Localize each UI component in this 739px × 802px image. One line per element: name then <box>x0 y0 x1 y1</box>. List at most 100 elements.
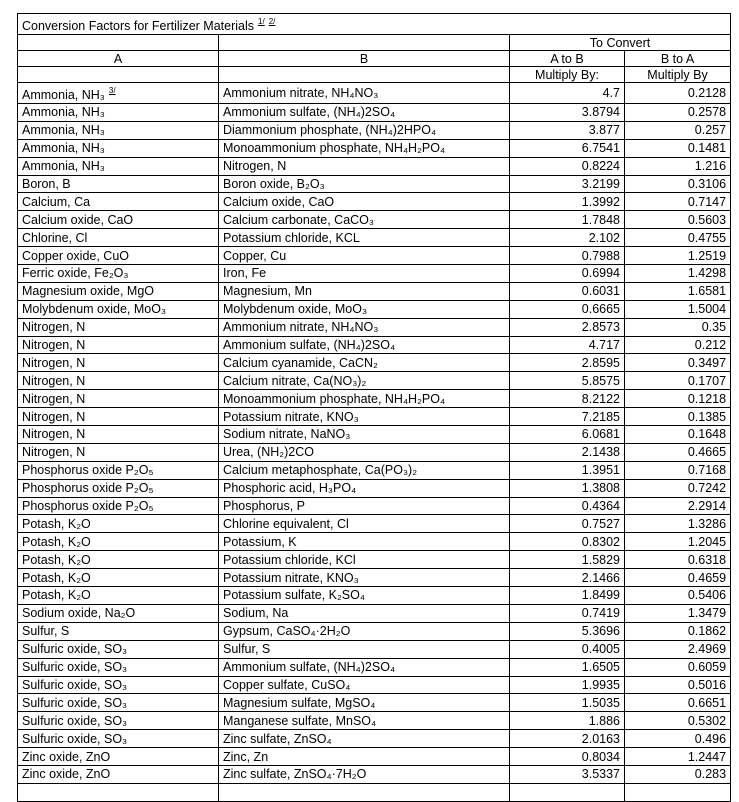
material-b: Calcium oxide, CaO <box>218 192 510 212</box>
material-b: Ammonium sulfate, (NH₄)2SO₄ <box>218 657 510 677</box>
table-row: Sulfuric oxide, SO₃ Magnesium sulfate, Mg… <box>17 693 732 713</box>
cell-a: Ammonia, NH₃ <box>17 156 219 176</box>
cell-a: Nitrogen, N <box>17 317 219 337</box>
table-title: Conversion Factors for Fertilizer Materi… <box>22 19 255 33</box>
table-row: Potash, K₂O Potassium, K 0.8302 1.2045 <box>17 532 732 552</box>
b-to-a-factor: 0.1218 <box>623 389 732 409</box>
table-row: Ferric oxide, Fe₂O₃ Iron, Fe 0.6994 1.4298 <box>17 264 732 283</box>
cell-a: Sulfuric oxide, SO₃ <box>17 711 219 731</box>
a-to-b-factor: 0.6994 <box>509 264 625 283</box>
b-to-a-factor: 0.4659 <box>623 568 732 588</box>
table-row: Sulfuric oxide, SO₃ Manganese sulfate, Mn… <box>17 711 732 731</box>
cell-a: Potash, K₂O <box>17 586 219 605</box>
material-b: Monoammonium phosphate, NH₄H₂PO₄ <box>218 138 510 158</box>
material-a: Calcium, Ca <box>22 194 91 209</box>
material-b: Copper, Cu <box>218 246 510 266</box>
b-to-a-factor: 0.7168 <box>623 460 732 480</box>
conversion-factors-table: Conversion Factors for Fertilizer Materi… <box>16 13 732 802</box>
cell-a: Sulfuric oxide, SO₃ <box>17 657 219 677</box>
material-b: Potassium chloride, KCL <box>218 228 510 248</box>
material-a: Nitrogen, N <box>22 445 86 460</box>
b-to-a-factor: 0.4665 <box>623 442 732 462</box>
material-b: Potassium nitrate, KNO₃ <box>218 568 510 588</box>
a-to-b-multiply-header: Multiply By: <box>509 66 625 83</box>
material-b: Zinc sulfate, ZnSO₄ <box>218 729 510 749</box>
b-to-a-factor: 1.3479 <box>623 603 732 623</box>
a-to-b-factor: 2.1438 <box>509 442 625 462</box>
table-row: Calcium oxide, CaO Calcium carbonate, CaC… <box>17 210 732 230</box>
to-convert-header: To Convert <box>508 34 732 51</box>
material-b: Potassium sulfate, K₂SO₄ <box>218 586 510 605</box>
cell-a: Potash, K₂O <box>17 568 219 588</box>
b-to-a-factor: 2.2914 <box>623 496 732 516</box>
a-to-b-factor: 1.3951 <box>509 460 625 480</box>
table-row: Magnesium oxide, MgO Magnesium, Mn 0.6031 1… <box>17 281 732 301</box>
table-row: Sulfuric oxide, SO₃ Ammonium sulfate, (NH… <box>17 657 732 677</box>
cell-a: Sulfuric oxide, SO₃ <box>17 639 219 659</box>
b-to-a-factor: 0.7147 <box>623 192 732 212</box>
material-b: Sodium nitrate, NaNO₃ <box>218 425 510 444</box>
table-row: Boron, B Boron oxide, B₂O₃ 3.2199 0.3106 <box>17 174 732 194</box>
b-to-a-factor: 1.5004 <box>623 299 732 319</box>
material-a: Nitrogen, N <box>22 391 86 406</box>
b-to-a-factor: 0.5603 <box>623 210 732 230</box>
material-a: Potash, K₂O <box>22 552 91 567</box>
title-row: Conversion Factors for Fertilizer Materi… <box>16 13 732 35</box>
a-to-b-factor: 1.3808 <box>509 478 625 498</box>
a-to-b-header: A to B <box>509 50 625 67</box>
material-b: Calcium cyanamide, CaCN₂ <box>218 353 510 373</box>
b-to-a-factor: 0.257 <box>623 120 732 140</box>
header-row-2: Multiply By: Multiply By <box>17 66 732 83</box>
cell-a: Potash, K₂O <box>17 532 219 552</box>
table-row: Zinc oxide, ZnO Zinc sulfate, ZnSO₄·7H₂O 3… <box>17 764 732 784</box>
a-to-b-factor: 4.7 <box>509 82 625 104</box>
a-to-b-factor: 6.7541 <box>509 138 625 158</box>
a-to-b-factor: 0.6665 <box>509 299 625 319</box>
table-row: Phosphorus oxide P₂O₅ Phosphoric acid, H₃… <box>17 478 732 498</box>
material-a: Phosphorus oxide P₂O₅ <box>22 463 154 478</box>
material-a: Boron, B <box>22 177 71 191</box>
b-to-a-factor: 1.4298 <box>623 264 732 283</box>
table-row: Phosphorus oxide P₂O₅ Calcium metaphospha… <box>17 460 732 480</box>
cell-a: Ammonia, NH₃ <box>17 138 219 158</box>
material-a: Sulfuric oxide, SO₃ <box>22 677 128 692</box>
material-b: Iron, Fe <box>218 264 510 283</box>
material-b: Potassium nitrate, KNO₃ <box>218 407 510 427</box>
b-to-a-factor: 0.7242 <box>623 478 732 498</box>
cell-a <box>17 782 219 802</box>
a-to-b-factor: 3.2199 <box>509 174 625 194</box>
a-to-b-factor: 2.1466 <box>509 568 625 588</box>
cell-a: Potash, K₂O <box>17 550 219 570</box>
cell-a: Phosphorus oxide P₂O₅ <box>17 496 219 516</box>
table-row: Sulfuric oxide, SO₃ Copper sulfate, CuSO₄… <box>17 675 732 695</box>
table-row <box>17 782 732 802</box>
a-to-b-factor: 2.8573 <box>509 317 625 337</box>
table-row: Potash, K₂O Potassium nitrate, KNO₃ 2.1466… <box>17 568 732 588</box>
b-to-a-factor: 0.4755 <box>623 228 732 248</box>
a-to-b-factor: 0.4005 <box>509 639 625 659</box>
a-to-b-factor: 0.8302 <box>509 532 625 552</box>
material-b: Molybdenum oxide, MoO₃ <box>218 299 510 319</box>
b-to-a-factor: 1.2045 <box>623 532 732 552</box>
material-a: Nitrogen, N <box>22 373 86 388</box>
cell-a: Zinc oxide, ZnO <box>17 764 219 784</box>
material-a: Nitrogen, N <box>22 427 86 442</box>
table-row: Sulfuric oxide, SO₃ Zinc sulfate, ZnSO₄ 2.… <box>17 729 732 749</box>
material-b: Urea, (NH₂)2CO <box>218 442 510 462</box>
material-b: Potassium chloride, KCl <box>218 550 510 570</box>
table-row: Potash, K₂O Potassium chloride, KCl 1.5829… <box>17 550 732 570</box>
b-to-a-factor: 0.1862 <box>623 621 732 641</box>
material-a: Potash, K₂O <box>22 570 91 585</box>
b-to-a-factor: 0.2128 <box>623 82 732 104</box>
table-row: Ammonia, NH₃ Diammonium phosphate, (NH₄)2… <box>17 120 732 140</box>
b-to-a-header: B to A <box>623 50 732 67</box>
b-to-a-factor: 0.3497 <box>623 353 732 373</box>
material-b: Gypsum, CaSO₄·2H₂O <box>218 621 510 641</box>
column-a-header: A <box>17 50 219 67</box>
a-to-b-factor: 2.0163 <box>509 729 625 749</box>
material-b: Magnesium sulfate, MgSO₄ <box>218 693 510 713</box>
material-b: Calcium metaphosphate, Ca(PO₃)₂ <box>218 460 510 480</box>
table-title-cell: Conversion Factors for Fertilizer Materi… <box>16 13 732 35</box>
material-b: Sulfur, S <box>218 639 510 659</box>
material-a: Zinc oxide, ZnO <box>22 749 111 764</box>
